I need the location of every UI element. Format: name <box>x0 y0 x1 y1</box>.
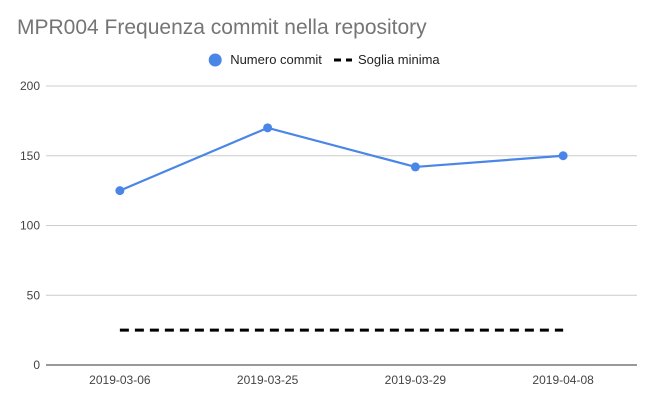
data-point <box>410 162 420 172</box>
x-tick-label: 2019-04-08 <box>532 373 594 387</box>
data-point <box>263 123 273 133</box>
y-tick-label: 0 <box>33 358 40 372</box>
legend-label: Soglia minima <box>358 52 440 67</box>
x-tick-label: 2019-03-25 <box>237 373 299 387</box>
chart-title: MPR004 Frequenza commit nella repository <box>17 16 427 39</box>
y-tick-label: 50 <box>27 288 41 302</box>
legend: Numero commit Soglia minima <box>208 52 440 67</box>
legend-label: Numero commit <box>230 52 322 67</box>
legend-swatch <box>208 53 222 67</box>
x-axis: 2019-03-06 2019-03-25 2019-03-29 2019-04-08 <box>89 373 594 387</box>
y-tick-label: 150 <box>20 149 40 163</box>
x-tick-label: 2019-03-29 <box>385 373 447 387</box>
y-tick-label: 200 <box>20 79 40 93</box>
data-point <box>558 151 568 161</box>
series-layer <box>115 123 568 332</box>
gridlines <box>46 85 637 366</box>
series-line <box>119 126 564 192</box>
x-tick-label: 2019-03-06 <box>89 373 151 387</box>
y-tick-label: 100 <box>20 219 40 233</box>
y-axis: 0 50 100 150 200 <box>20 79 40 372</box>
data-point <box>115 186 125 196</box>
